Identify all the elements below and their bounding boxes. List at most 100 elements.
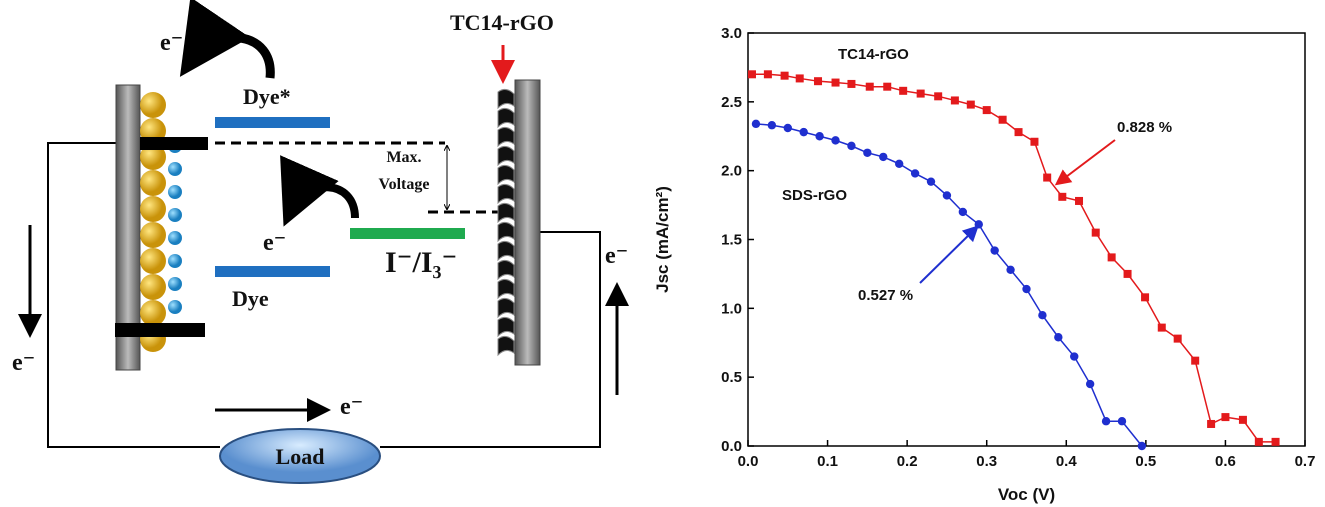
electron-label: e⁻ [263, 230, 286, 256]
dssc-diagram: Load e⁻ Dye* Max. Voltage TC14-rGO e⁻ I⁻… [12, 0, 629, 484]
point [1006, 265, 1015, 274]
dye-molecule [168, 185, 182, 199]
point [1141, 293, 1150, 302]
point [982, 106, 991, 115]
x-axis-label: Voc (V) [998, 485, 1055, 504]
rgo-sheet [497, 126, 515, 148]
point [815, 132, 824, 141]
rgo-sheet [497, 278, 515, 300]
point [1221, 413, 1230, 422]
point [1254, 437, 1263, 446]
y-axis-label: Jsc (mA/cm²) [653, 186, 672, 293]
redox-level [350, 228, 465, 239]
point [1054, 333, 1063, 342]
nanoparticles [140, 92, 182, 352]
point [1238, 415, 1247, 424]
point [942, 191, 952, 200]
annotation-arrow [1054, 139, 1116, 186]
point [1137, 441, 1147, 451]
electron-label: e⁻ [605, 243, 628, 269]
rgo-layer [497, 88, 515, 357]
point [916, 89, 925, 98]
point [747, 70, 756, 79]
injection-arrow [179, 0, 275, 79]
annotation: 0.828 % [1117, 119, 1172, 136]
point [767, 121, 777, 130]
x-tick-label: 0.1 [817, 453, 838, 470]
dye-molecule [168, 277, 182, 291]
y-tick-label: 0.5 [721, 369, 742, 386]
wire [380, 231, 601, 448]
rgo-sheet [497, 107, 515, 129]
series-line [755, 123, 1143, 447]
point [1191, 356, 1200, 365]
point [1014, 128, 1023, 137]
point [883, 82, 892, 91]
dye-molecule [168, 300, 182, 314]
point [1173, 334, 1182, 343]
x-tick-label: 0.3 [976, 453, 997, 470]
point [1070, 352, 1079, 361]
electron-label: e⁻ [160, 30, 183, 56]
dye-molecule [168, 231, 182, 245]
x-tick-label: 0.0 [738, 453, 759, 470]
point [783, 123, 792, 133]
point [1030, 137, 1039, 146]
point [998, 115, 1007, 124]
rgo-sheet [497, 240, 515, 262]
tio2-particle [140, 170, 166, 196]
point [1101, 417, 1111, 426]
point [1075, 196, 1084, 205]
rgo-sheet [497, 183, 515, 205]
x-tick-label: 0.2 [897, 453, 918, 470]
point [863, 148, 872, 157]
point [910, 169, 920, 178]
dye-molecule [168, 162, 182, 176]
dye-molecule [168, 208, 182, 222]
tio2-particle [140, 274, 166, 300]
y-tick-label: 0.0 [721, 438, 742, 455]
redox-label: I⁻/I₃⁻ [385, 246, 457, 279]
tio2-particle [140, 222, 166, 248]
counter-electrode-label: TC14-rGO [450, 10, 554, 35]
dye-molecule [168, 254, 182, 268]
rgo-sheet [497, 335, 515, 357]
chart: 0.0 0.1 0.2 0.3 0.4 0.5 0.6 0.7 0.0 0.5 1.0 1.5 2.0 2… [653, 25, 1315, 504]
y-tick-label: 1.5 [721, 232, 742, 249]
point [847, 79, 856, 88]
y-tick-label: 2.0 [721, 163, 742, 180]
series-label: TC14-rGO [838, 46, 909, 63]
point [1157, 323, 1166, 332]
plot-frame [747, 32, 1306, 447]
tio2-particle [140, 92, 166, 118]
point [1043, 173, 1052, 182]
point [1058, 192, 1067, 201]
counter-electrode [514, 79, 541, 366]
point [894, 159, 904, 168]
point [831, 136, 840, 145]
point [990, 246, 999, 255]
electron-label: e⁻ [340, 394, 363, 420]
point [751, 119, 761, 129]
y-tick-label: 3.0 [721, 25, 742, 42]
y-tick-label: 2.5 [721, 94, 742, 111]
dye-ground-level [215, 266, 330, 277]
tio2-particle [140, 248, 166, 274]
point [1091, 228, 1100, 237]
point [879, 152, 888, 162]
x-tick-label: 0.6 [1215, 453, 1236, 470]
series-line [751, 73, 1276, 443]
dye-excited-level [215, 117, 330, 128]
point [814, 77, 823, 86]
point [934, 92, 943, 101]
tio2-particle [140, 196, 166, 222]
photoanode [115, 84, 141, 371]
rgo-sheet [497, 259, 515, 281]
wire [47, 142, 220, 448]
point [1271, 437, 1280, 446]
point [958, 207, 968, 217]
regeneration-arrow [280, 155, 359, 227]
load-label: Load [276, 444, 325, 469]
rgo-sheet [497, 88, 515, 110]
